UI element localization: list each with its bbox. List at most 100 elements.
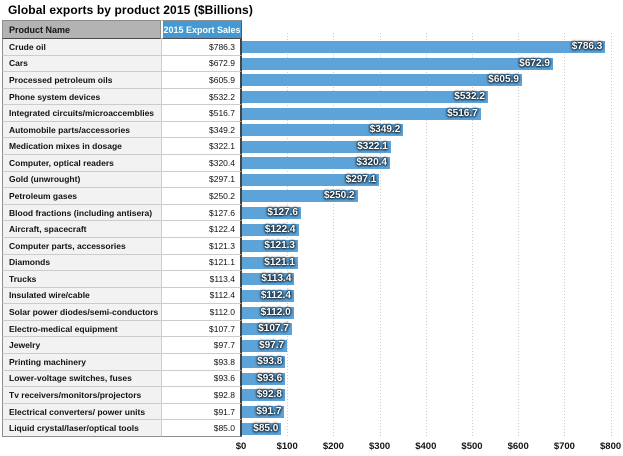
export-bar: $516.7 [242, 107, 481, 120]
column-header-export-sales: 2015 Export Sales [161, 20, 242, 39]
export-value-cell: $97.7 [161, 337, 242, 354]
bar-value-label: $113.4 [261, 273, 292, 285]
export-bar: $113.4 [242, 273, 295, 286]
x-axis-tick-label: $200 [322, 441, 344, 452]
export-bar: $672.9 [242, 57, 553, 70]
export-bar: $320.4 [242, 157, 390, 170]
product-name-cell: Cars [2, 55, 161, 73]
product-name-cell: Insulated wire/cable [2, 287, 161, 305]
bar-value-label: $121.3 [264, 240, 295, 252]
product-name-cell: Petroleum gases [2, 188, 161, 205]
export-bar: $93.6 [242, 372, 286, 385]
product-name-cell: Diamonds [2, 254, 161, 272]
export-value-cell: $121.3 [161, 237, 242, 255]
export-value-cell: $121.1 [161, 254, 242, 272]
x-axis-tick-label: $100 [276, 441, 298, 452]
bar-track: $121.3 [242, 238, 621, 255]
x-axis-tick-label: $600 [507, 441, 529, 452]
product-name-cell: Trucks [2, 271, 161, 288]
table-row: Petroleum gases $250.2 $250.2 [2, 188, 621, 205]
gridline [518, 33, 520, 437]
bar-track: $97.7 [242, 337, 621, 354]
bar-value-label: $672.9 [519, 57, 550, 69]
table-row: Integrated circuits/microaccemblies $516… [2, 105, 621, 122]
x-axis-tick-label: $700 [553, 441, 575, 452]
export-value-cell: $122.4 [161, 221, 242, 238]
product-name-cell: Medication mixes in dosage [2, 138, 161, 156]
bar-value-label: $91.7 [256, 406, 282, 417]
table-row: Lower-voltage switches, fuses $93.6 $93.… [2, 370, 621, 388]
export-bar: $107.7 [242, 323, 292, 336]
product-name-cell: Computer, optical readers [2, 155, 161, 172]
export-bar: $349.2 [242, 124, 404, 137]
product-name-cell: Electrical converters/ power units [2, 403, 161, 421]
bar-track: $85.0 [242, 420, 621, 437]
export-value-cell: $297.1 [161, 171, 242, 189]
gridline [425, 33, 427, 437]
export-bar: $91.7 [242, 406, 285, 418]
export-bar: $297.1 [242, 173, 380, 186]
bar-value-label: $516.7 [447, 107, 478, 119]
x-axis-tick-label: $500 [461, 441, 483, 452]
export-value-cell: $91.7 [161, 403, 242, 421]
table-row: Computer, optical readers $320.4 $320.4 [2, 155, 621, 172]
x-axis-tick-label: $400 [415, 441, 437, 452]
product-name-cell: Automobile parts/accessories [2, 121, 161, 139]
bar-value-label: $122.4 [264, 223, 296, 235]
x-axis-tick-label: $800 [600, 441, 622, 452]
export-value-cell: $93.8 [161, 353, 242, 371]
export-bar: $605.9 [242, 74, 522, 87]
x-axis-tick-label: $0 [235, 441, 247, 452]
bar-value-label: $127.6 [267, 207, 298, 219]
table-row: Aircraft, spacecraft $122.4 $122.4 [2, 221, 621, 238]
bar-track: $322.1 [242, 138, 621, 155]
product-name-cell: Blood fractions (including antisera) [2, 204, 161, 222]
bar-value-label: $112.4 [260, 289, 291, 301]
bar-value-label: $97.7 [259, 339, 285, 351]
export-bar: $322.1 [242, 140, 391, 153]
bar-track: $112.4 [242, 288, 621, 305]
export-value-cell: $250.2 [161, 188, 242, 205]
bar-value-label: $349.2 [369, 124, 401, 136]
export-bar: $112.4 [242, 289, 294, 302]
bar-value-label: $786.3 [571, 41, 603, 53]
export-value-cell: $113.4 [161, 271, 242, 288]
gridline [610, 33, 612, 437]
export-bar: $93.8 [242, 356, 286, 369]
data-table: Product Name 2015 Export Sales Crude oil… [2, 20, 621, 437]
table-row: Liquid crystal/laser/optical tools $85.0… [2, 420, 621, 437]
bar-value-label: $93.6 [257, 372, 283, 384]
bar-track: $672.9 [242, 56, 621, 73]
product-name-cell: Electro-medical equipment [2, 320, 161, 338]
bar-track: $786.3 [242, 39, 621, 56]
table-row: Automobile parts/accessories $349.2 $349… [2, 121, 621, 139]
export-value-cell: $786.3 [161, 39, 242, 56]
product-name-cell: Computer parts, accessories [2, 237, 161, 255]
bar-value-label: $320.4 [356, 157, 387, 169]
export-value-cell: $127.6 [161, 204, 242, 222]
table-row: Processed petroleum oils $605.9 $605.9 [2, 72, 621, 89]
bar-track: $127.6 [242, 205, 621, 222]
product-name-cell: Solar power diodes/semi-conductors [2, 304, 161, 321]
bar-value-label: $107.7 [258, 323, 289, 335]
product-name-cell: Liquid crystal/laser/optical tools [2, 420, 161, 437]
gridline [379, 33, 381, 437]
bar-track: $121.1 [242, 255, 621, 272]
bar-value-label: $85.0 [253, 422, 279, 434]
product-name-cell: Integrated circuits/microaccemblies [2, 105, 161, 122]
bar-track: $605.9 [242, 72, 621, 89]
bar-value-label: $297.1 [345, 173, 377, 185]
bar-track: $93.8 [242, 354, 621, 371]
gridline [564, 33, 566, 437]
bar-value-label: $112.0 [260, 306, 291, 318]
table-row: Solar power diodes/semi-conductors $112.… [2, 304, 621, 321]
product-name-cell: Lower-voltage switches, fuses [2, 370, 161, 388]
table-row: Printing machinery $93.8 $93.8 [2, 353, 621, 371]
table-row: Gold (unwrought) $297.1 $297.1 [2, 171, 621, 189]
table-row: Medication mixes in dosage $322.1 $322.1 [2, 138, 621, 156]
bar-track: $516.7 [242, 105, 621, 122]
product-name-cell: Printing machinery [2, 353, 161, 371]
bar-value-label: $93.8 [257, 356, 283, 368]
export-bar: $532.2 [242, 91, 488, 104]
export-value-cell: $672.9 [161, 55, 242, 73]
